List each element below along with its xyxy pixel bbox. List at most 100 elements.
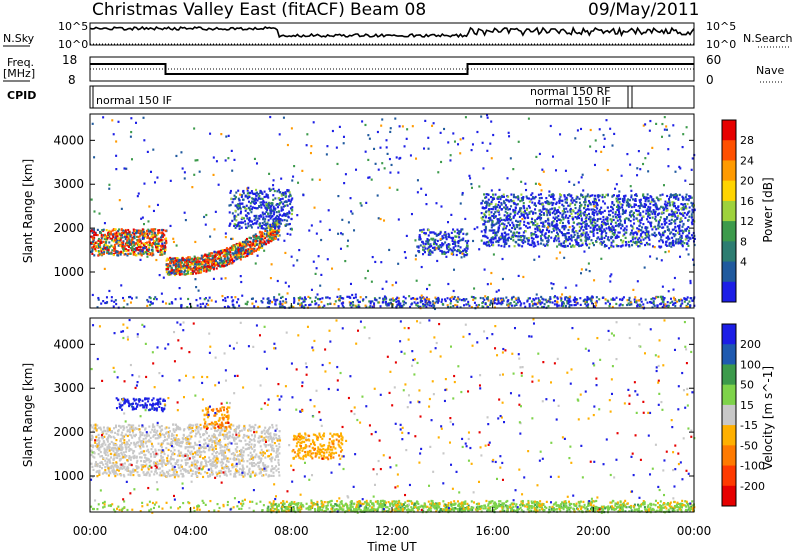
data-cell xyxy=(501,300,504,303)
data-cell xyxy=(240,221,243,224)
data-cell xyxy=(583,207,586,210)
data-cell xyxy=(504,242,507,246)
data-cell xyxy=(674,222,677,225)
data-cell xyxy=(424,247,427,250)
data-cell xyxy=(652,209,655,212)
data-cell xyxy=(563,240,566,243)
data-cell xyxy=(309,296,312,300)
data-cell xyxy=(530,220,533,224)
data-cell xyxy=(692,258,695,261)
data-cell xyxy=(625,225,628,228)
data-cell xyxy=(636,238,639,241)
data-cell xyxy=(567,219,570,223)
data-cell xyxy=(654,215,657,218)
data-cell xyxy=(685,304,688,308)
data-cell xyxy=(452,289,455,293)
data-cell xyxy=(165,259,168,262)
data-cell xyxy=(655,296,658,299)
data-cell xyxy=(500,297,503,300)
data-cell xyxy=(563,245,566,248)
data-cell xyxy=(674,226,677,229)
data-cell xyxy=(171,258,174,262)
data-cell xyxy=(124,233,127,236)
data-cell xyxy=(264,222,267,225)
data-cell xyxy=(249,205,252,208)
data-cell xyxy=(120,231,123,235)
data-cell xyxy=(204,297,207,300)
data-cell xyxy=(208,296,211,299)
data-cell xyxy=(182,267,185,270)
data-cell xyxy=(246,217,249,220)
data-cell xyxy=(536,302,539,305)
data-cell xyxy=(304,304,307,307)
data-cell xyxy=(244,223,247,226)
data-cell xyxy=(574,238,577,242)
data-cell xyxy=(269,227,272,230)
data-cell xyxy=(619,303,622,306)
data-cell xyxy=(137,252,140,255)
data-cell xyxy=(248,248,251,251)
data-cell xyxy=(207,269,210,272)
data-cell xyxy=(513,304,516,307)
data-cell xyxy=(674,233,677,236)
data-cell xyxy=(660,223,663,226)
data-cell xyxy=(494,231,497,234)
data-cell xyxy=(662,209,665,212)
data-cell xyxy=(490,302,493,305)
data-cell xyxy=(385,303,388,306)
data-cell xyxy=(570,245,573,248)
data-cell xyxy=(685,237,688,240)
data-cell xyxy=(631,244,634,247)
data-cell xyxy=(432,122,435,125)
data-cell xyxy=(630,229,633,232)
data-cell xyxy=(96,234,99,237)
data-cell xyxy=(508,217,511,221)
data-cell xyxy=(284,192,287,195)
data-cell xyxy=(108,229,111,232)
data-cell xyxy=(266,207,269,210)
data-cell xyxy=(143,182,146,185)
data-cell xyxy=(140,230,143,233)
data-cell xyxy=(568,242,571,245)
data-cell xyxy=(657,221,660,224)
data-cell xyxy=(584,199,587,202)
data-cell xyxy=(468,304,471,307)
data-cell xyxy=(487,296,490,299)
data-cell xyxy=(518,223,521,227)
data-cell xyxy=(487,220,490,223)
data-cell xyxy=(304,297,307,301)
data-cell xyxy=(222,254,225,258)
data-cell xyxy=(540,213,543,217)
data-cell xyxy=(645,241,648,245)
data-cell xyxy=(223,305,226,309)
data-cell xyxy=(568,204,571,207)
data-cell xyxy=(512,216,515,219)
data-cell xyxy=(107,248,110,252)
data-cell xyxy=(293,296,296,300)
data-cell xyxy=(429,231,432,234)
data-cell xyxy=(542,243,545,246)
data-cell xyxy=(406,128,409,131)
data-cell xyxy=(259,242,262,245)
data-cell xyxy=(278,222,281,225)
data-cell xyxy=(658,240,661,243)
data-cell xyxy=(137,235,140,239)
data-cell xyxy=(662,184,665,187)
data-cell xyxy=(646,243,649,246)
data-cell xyxy=(196,266,199,269)
data-cell xyxy=(128,233,131,236)
data-cell xyxy=(554,295,557,298)
data-cell xyxy=(555,202,558,206)
data-cell xyxy=(566,210,569,213)
data-cell xyxy=(224,277,227,280)
data-cell xyxy=(516,231,519,234)
data-cell xyxy=(517,244,520,247)
data-cell xyxy=(508,228,511,232)
data-cell xyxy=(625,231,628,234)
data-cell xyxy=(633,211,636,214)
data-cell xyxy=(618,201,621,204)
data-cell xyxy=(374,162,377,165)
data-cell xyxy=(279,198,282,202)
data-cell xyxy=(566,193,569,197)
data-cell xyxy=(224,232,227,235)
